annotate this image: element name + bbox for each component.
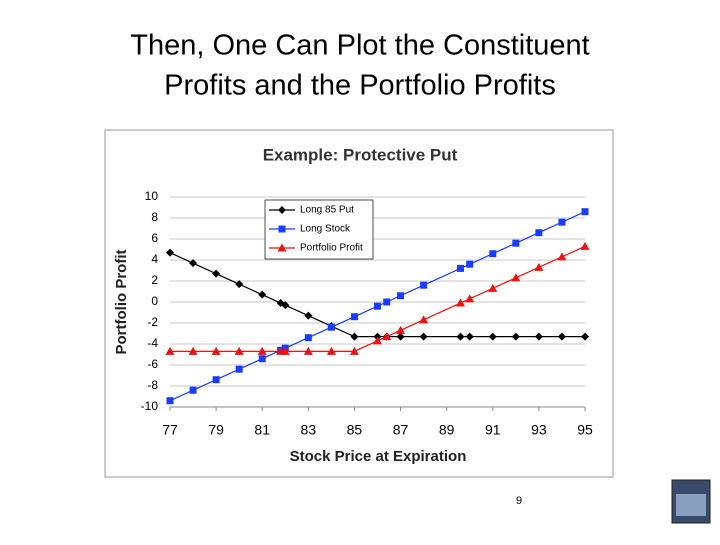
- x-tick-label: 91: [485, 422, 501, 438]
- marker-diamond: [534, 332, 543, 341]
- y-tick-label: -2: [147, 315, 158, 329]
- marker-diamond: [281, 301, 290, 310]
- marker-triangle: [534, 262, 544, 271]
- marker-diamond: [396, 332, 405, 341]
- legend-label: Long Stock: [300, 224, 351, 235]
- legend-label: Long 85 Put: [300, 205, 354, 216]
- x-tick-label: 77: [162, 422, 178, 438]
- marker-triangle: [326, 346, 336, 355]
- y-tick-label: 0: [151, 294, 158, 308]
- legend-label: Portfolio Profit: [300, 243, 363, 254]
- x-tick-label: 85: [347, 422, 363, 438]
- marker-triangle: [373, 336, 382, 345]
- x-tick-label: 81: [254, 422, 270, 438]
- page-number: 9: [516, 495, 522, 507]
- y-tick-label: 8: [151, 210, 158, 224]
- logo: [671, 479, 711, 524]
- marker-triangle: [396, 325, 406, 334]
- marker-square: [397, 292, 405, 300]
- marker-diamond: [581, 332, 589, 341]
- marker-square: [374, 302, 381, 310]
- marker-diamond: [166, 248, 174, 257]
- marker-square: [383, 298, 391, 306]
- x-tick-label: 95: [577, 422, 593, 438]
- marker-triangle: [419, 315, 429, 324]
- x-tick-label: 83: [301, 422, 317, 438]
- y-tick-label: -6: [147, 357, 158, 371]
- marker-triangle: [349, 346, 359, 355]
- marker-triangle: [580, 241, 590, 250]
- marker-diamond: [189, 259, 198, 268]
- y-tick-label: 6: [151, 231, 158, 245]
- y-axis-title: Portfolio Profit: [113, 250, 130, 355]
- marker-diamond: [511, 332, 520, 341]
- marker-triangle: [211, 346, 221, 355]
- marker-square: [278, 225, 286, 233]
- y-tick-label: 4: [151, 252, 158, 266]
- marker-diamond: [350, 332, 359, 341]
- marker-square: [166, 397, 174, 405]
- y-tick-label: -4: [147, 336, 158, 350]
- marker-triangle: [280, 346, 290, 355]
- marker-triangle: [382, 332, 392, 341]
- x-tick-label: 87: [393, 422, 409, 438]
- marker-triangle: [165, 346, 175, 355]
- marker-diamond: [235, 280, 244, 289]
- marker-diamond: [456, 332, 465, 341]
- marker-diamond: [465, 332, 474, 341]
- marker-square: [420, 281, 428, 289]
- marker-triangle: [456, 298, 465, 307]
- marker-square: [212, 376, 220, 384]
- chart-frame: [104, 129, 614, 478]
- y-tick-label: -8: [147, 378, 158, 392]
- marker-square: [581, 208, 589, 216]
- marker-diamond: [488, 332, 497, 341]
- marker-triangle: [257, 346, 267, 355]
- marker-square: [350, 313, 358, 321]
- marker-diamond: [212, 269, 221, 278]
- marker-square: [535, 229, 543, 237]
- y-tick-label: 2: [151, 273, 158, 287]
- marker-square: [489, 250, 497, 258]
- marker-square: [304, 334, 312, 342]
- plot: -10 -8 -6 -4 -2 0 2 4 6 8 10 77 79 81 83 85 87 89 91 93 95 Lo…: [141, 189, 593, 438]
- marker-square: [189, 386, 197, 394]
- marker-diamond: [419, 332, 428, 341]
- x-tick-label: 93: [531, 422, 547, 438]
- marker-square: [466, 260, 474, 268]
- marker-square: [258, 355, 266, 363]
- marker-square: [512, 239, 520, 247]
- marker-triangle: [511, 273, 521, 282]
- x-tick-label: 89: [439, 422, 455, 438]
- marker-triangle: [465, 294, 475, 303]
- marker-square: [558, 218, 566, 226]
- marker-square: [457, 264, 464, 272]
- marker-triangle: [557, 252, 567, 261]
- marker-diamond: [557, 332, 566, 341]
- y-tick-label: 10: [145, 189, 159, 203]
- marker-triangle: [303, 346, 313, 355]
- marker-square: [327, 323, 335, 331]
- marker-diamond: [304, 311, 313, 320]
- slide-title-line: Profits and the Portfolio Profits: [164, 70, 556, 102]
- marker-triangle: [188, 346, 198, 355]
- marker-diamond: [278, 206, 286, 214]
- marker-triangle: [488, 283, 498, 292]
- marker-diamond: [258, 290, 267, 299]
- x-axis-title: Stock Price at Expiration: [290, 448, 467, 465]
- slide-title-line: Then, One Can Plot the Constituent: [130, 30, 589, 62]
- y-tick-label: -10: [141, 399, 159, 413]
- marker-square: [235, 365, 243, 373]
- marker-triangle: [277, 243, 287, 252]
- x-tick-label: 79: [208, 422, 224, 438]
- marker-triangle: [234, 346, 244, 355]
- chart-title: Example: Protective Put: [263, 145, 458, 164]
